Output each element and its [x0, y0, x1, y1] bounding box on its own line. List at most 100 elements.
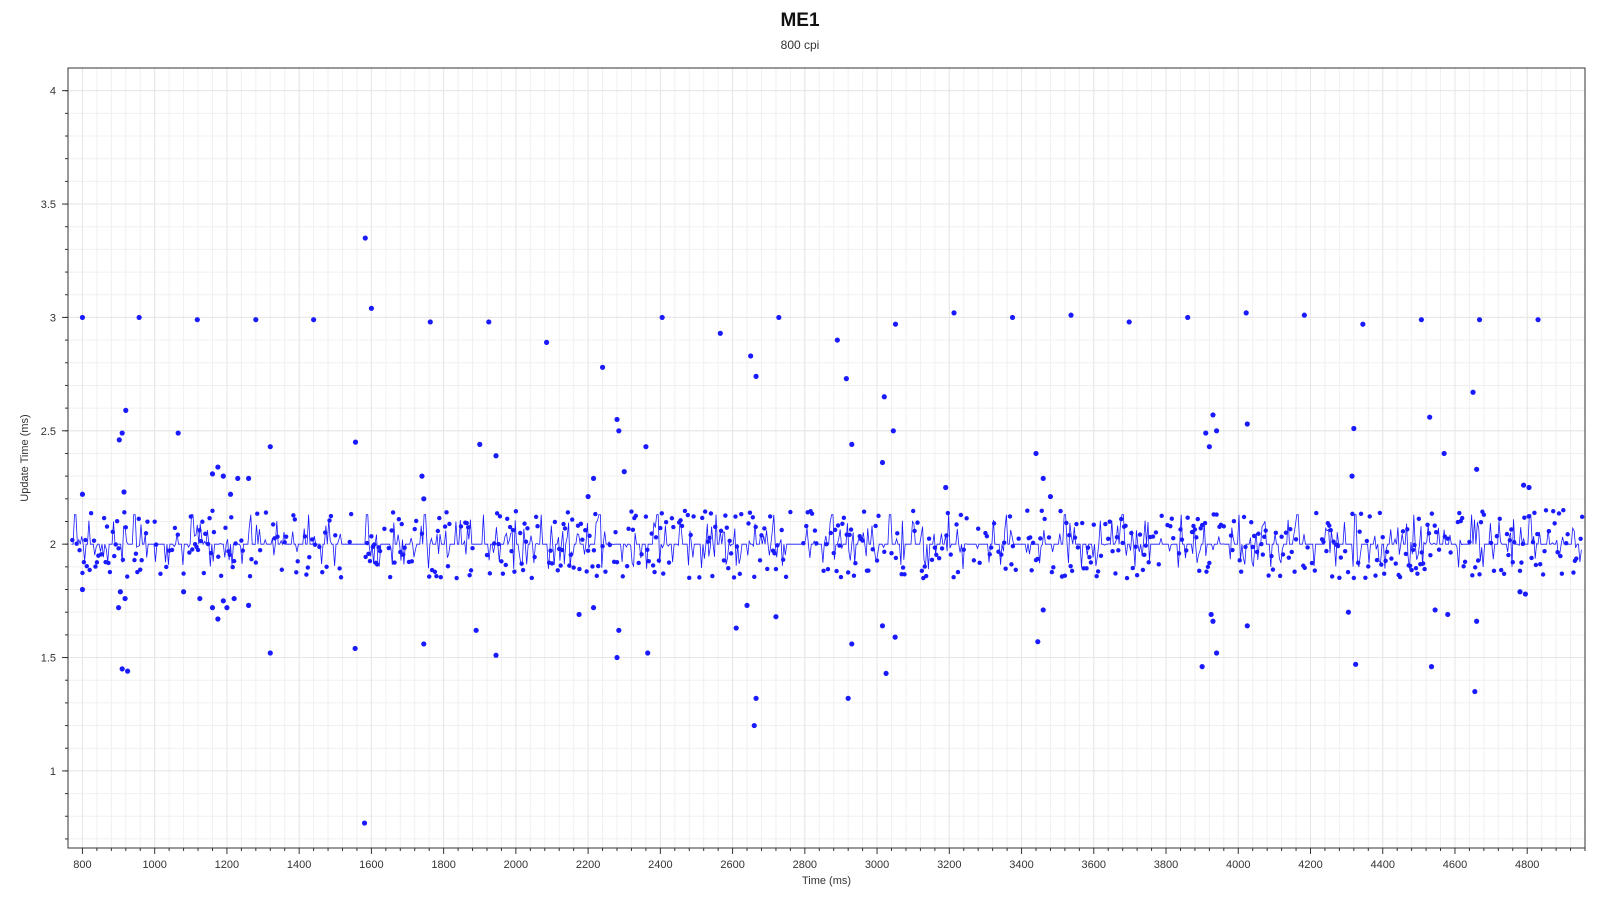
band-point [1230, 547, 1235, 553]
x-tick-label: 800 [73, 859, 91, 871]
band-point [70, 537, 75, 543]
data-point [180, 589, 187, 595]
band-point [922, 564, 927, 569]
band-point [1393, 561, 1398, 566]
band-point [136, 516, 141, 522]
band-point [558, 563, 563, 568]
data-point [1441, 450, 1447, 457]
data-point [659, 314, 665, 321]
band-point [971, 558, 977, 563]
data-point [116, 437, 122, 443]
band-point [1146, 560, 1151, 565]
band-point [584, 569, 589, 574]
y-axis: 1 1.5 2 2.5 3 3.5 4 [41, 86, 68, 840]
band-point [1328, 527, 1333, 533]
band-point [369, 534, 374, 539]
band-point [132, 557, 137, 563]
band-point [958, 512, 964, 518]
data-point [1535, 317, 1541, 323]
band-point [1074, 521, 1079, 527]
band-point [518, 530, 523, 536]
x-tick-label: 2400 [648, 859, 672, 871]
y-tick-label: 2 [50, 539, 56, 551]
data-point [881, 394, 887, 400]
band-point [1171, 535, 1176, 541]
band-point [825, 566, 831, 572]
data-point [215, 464, 221, 470]
band-point [1231, 519, 1237, 524]
data-point [361, 820, 368, 826]
band-point [1123, 523, 1128, 529]
data-point [1035, 639, 1041, 645]
band-point [328, 513, 334, 519]
band-point [580, 537, 585, 542]
band-point [1413, 566, 1419, 571]
band-point [733, 514, 738, 519]
band-point [499, 559, 504, 564]
band-point [724, 525, 730, 530]
data-point [943, 484, 949, 491]
band-point [1491, 568, 1497, 574]
band-point [1314, 510, 1319, 516]
band-point [172, 525, 178, 531]
data-point [1199, 664, 1205, 670]
data-point [197, 595, 203, 602]
data-point [421, 496, 427, 502]
data-point [224, 605, 230, 611]
band-point [565, 510, 571, 515]
band-point [505, 516, 510, 522]
band-point [94, 560, 100, 565]
band-point [1134, 573, 1140, 578]
band-point [1042, 516, 1047, 522]
data-point [421, 641, 427, 647]
band-point [1342, 549, 1348, 554]
band-point [434, 573, 439, 579]
band-point [964, 516, 969, 521]
band-point [464, 520, 469, 526]
data-point [1040, 475, 1046, 482]
band-point [687, 575, 692, 581]
data-point [493, 652, 499, 658]
data-point [352, 645, 358, 652]
band-point [1477, 572, 1482, 577]
band-point [135, 569, 140, 575]
band-point [1202, 520, 1208, 526]
band-point [889, 551, 894, 556]
data-point [1203, 430, 1209, 436]
band-point [1143, 543, 1148, 548]
band-point [1103, 521, 1108, 527]
data-point [590, 605, 597, 611]
band-point [470, 545, 475, 551]
band-point [1578, 536, 1583, 541]
band-point [158, 571, 163, 577]
band-point [1478, 519, 1484, 525]
band-point [253, 560, 259, 565]
band-point [77, 548, 82, 553]
data-point [773, 614, 779, 620]
band-point [1552, 521, 1557, 526]
band-point [123, 525, 128, 530]
band-point [812, 528, 818, 533]
band-point [656, 558, 662, 563]
data-point [1213, 650, 1220, 656]
grid [68, 68, 1586, 848]
band-point [230, 564, 235, 570]
band-point [708, 511, 714, 516]
x-tick-label: 2200 [576, 859, 600, 871]
band-point [114, 518, 120, 524]
band-point [1499, 567, 1504, 573]
band-point [1293, 537, 1299, 542]
data-point [1427, 414, 1433, 420]
band-point [1204, 569, 1209, 574]
band-point [915, 520, 920, 525]
data-point [1243, 310, 1249, 316]
data-point [1208, 611, 1214, 618]
band-point [200, 519, 205, 524]
band-point [1462, 559, 1468, 564]
band-point [593, 511, 598, 517]
band-point [366, 551, 371, 557]
band-point [989, 545, 994, 550]
band-point [1046, 535, 1052, 540]
band-point [570, 517, 575, 522]
band-point [164, 564, 169, 570]
